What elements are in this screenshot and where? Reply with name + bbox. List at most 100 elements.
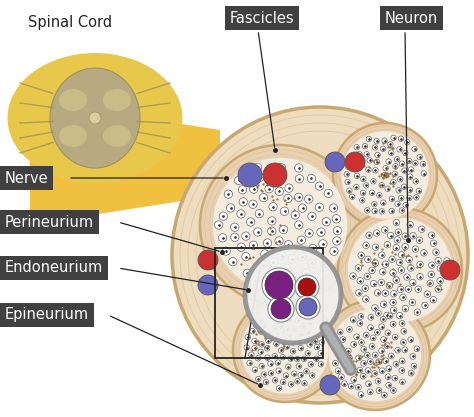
- Circle shape: [261, 323, 266, 328]
- Circle shape: [395, 347, 401, 353]
- Circle shape: [435, 286, 441, 292]
- Ellipse shape: [8, 53, 182, 183]
- Circle shape: [404, 274, 410, 280]
- Circle shape: [266, 331, 272, 336]
- Circle shape: [267, 313, 273, 318]
- Circle shape: [398, 136, 404, 141]
- Circle shape: [387, 313, 393, 319]
- Circle shape: [404, 140, 410, 145]
- Circle shape: [389, 150, 394, 156]
- Circle shape: [280, 207, 289, 216]
- Circle shape: [355, 173, 360, 178]
- Circle shape: [302, 269, 310, 277]
- Circle shape: [329, 309, 421, 401]
- Circle shape: [382, 392, 387, 398]
- Circle shape: [320, 375, 340, 395]
- Text: Spinal Cord: Spinal Cord: [28, 15, 112, 30]
- Circle shape: [385, 186, 390, 191]
- Circle shape: [259, 261, 267, 269]
- Circle shape: [273, 318, 278, 323]
- Circle shape: [252, 345, 257, 351]
- Circle shape: [338, 374, 344, 379]
- Circle shape: [444, 269, 450, 276]
- Circle shape: [397, 286, 404, 293]
- Circle shape: [381, 301, 387, 307]
- Circle shape: [379, 252, 385, 259]
- Circle shape: [279, 323, 284, 328]
- Circle shape: [330, 247, 338, 255]
- Circle shape: [279, 226, 288, 234]
- Circle shape: [416, 188, 421, 193]
- Circle shape: [213, 158, 347, 292]
- Circle shape: [412, 246, 419, 252]
- Circle shape: [235, 176, 243, 185]
- Circle shape: [312, 338, 318, 344]
- Circle shape: [320, 260, 328, 268]
- Circle shape: [308, 321, 313, 326]
- Circle shape: [393, 219, 400, 226]
- Circle shape: [237, 243, 246, 251]
- Circle shape: [284, 241, 292, 249]
- Text: Perineurium: Perineurium: [5, 214, 94, 229]
- Circle shape: [382, 173, 387, 178]
- Circle shape: [410, 354, 416, 359]
- Circle shape: [332, 215, 340, 223]
- Circle shape: [416, 237, 423, 244]
- Circle shape: [275, 360, 281, 365]
- Circle shape: [440, 260, 460, 280]
- Circle shape: [365, 256, 371, 263]
- Circle shape: [402, 233, 409, 239]
- Circle shape: [298, 372, 303, 378]
- Circle shape: [345, 152, 365, 172]
- Circle shape: [390, 299, 396, 306]
- Circle shape: [369, 267, 375, 274]
- Circle shape: [298, 252, 306, 261]
- Circle shape: [329, 204, 337, 212]
- Circle shape: [275, 237, 283, 245]
- Circle shape: [384, 241, 391, 248]
- Circle shape: [361, 361, 366, 366]
- Circle shape: [333, 337, 339, 342]
- Circle shape: [297, 236, 305, 244]
- Circle shape: [259, 364, 264, 369]
- Circle shape: [241, 306, 328, 394]
- Circle shape: [365, 381, 371, 387]
- Circle shape: [346, 355, 352, 361]
- Circle shape: [332, 360, 338, 366]
- Circle shape: [393, 163, 398, 169]
- Circle shape: [408, 265, 414, 271]
- Circle shape: [379, 368, 385, 374]
- Circle shape: [288, 255, 296, 263]
- Circle shape: [364, 152, 369, 157]
- Circle shape: [363, 242, 369, 249]
- Circle shape: [320, 300, 430, 410]
- Circle shape: [254, 322, 259, 328]
- Circle shape: [268, 227, 276, 235]
- Circle shape: [417, 261, 423, 268]
- Circle shape: [437, 278, 443, 284]
- Circle shape: [304, 336, 310, 341]
- Circle shape: [360, 190, 366, 196]
- Circle shape: [346, 188, 352, 193]
- Circle shape: [356, 289, 362, 296]
- Circle shape: [414, 309, 420, 315]
- Circle shape: [370, 335, 376, 341]
- Circle shape: [348, 383, 354, 389]
- Circle shape: [371, 280, 377, 287]
- Circle shape: [255, 377, 261, 382]
- Circle shape: [268, 296, 294, 322]
- Circle shape: [414, 195, 419, 200]
- Circle shape: [381, 200, 386, 205]
- Circle shape: [351, 342, 356, 347]
- Circle shape: [318, 350, 323, 356]
- Circle shape: [414, 346, 419, 352]
- Circle shape: [214, 221, 223, 229]
- Circle shape: [344, 172, 349, 177]
- Circle shape: [375, 310, 381, 316]
- Circle shape: [286, 364, 291, 369]
- Circle shape: [335, 368, 341, 374]
- Circle shape: [233, 298, 337, 402]
- Circle shape: [357, 321, 363, 327]
- Circle shape: [305, 351, 310, 356]
- Circle shape: [354, 184, 359, 190]
